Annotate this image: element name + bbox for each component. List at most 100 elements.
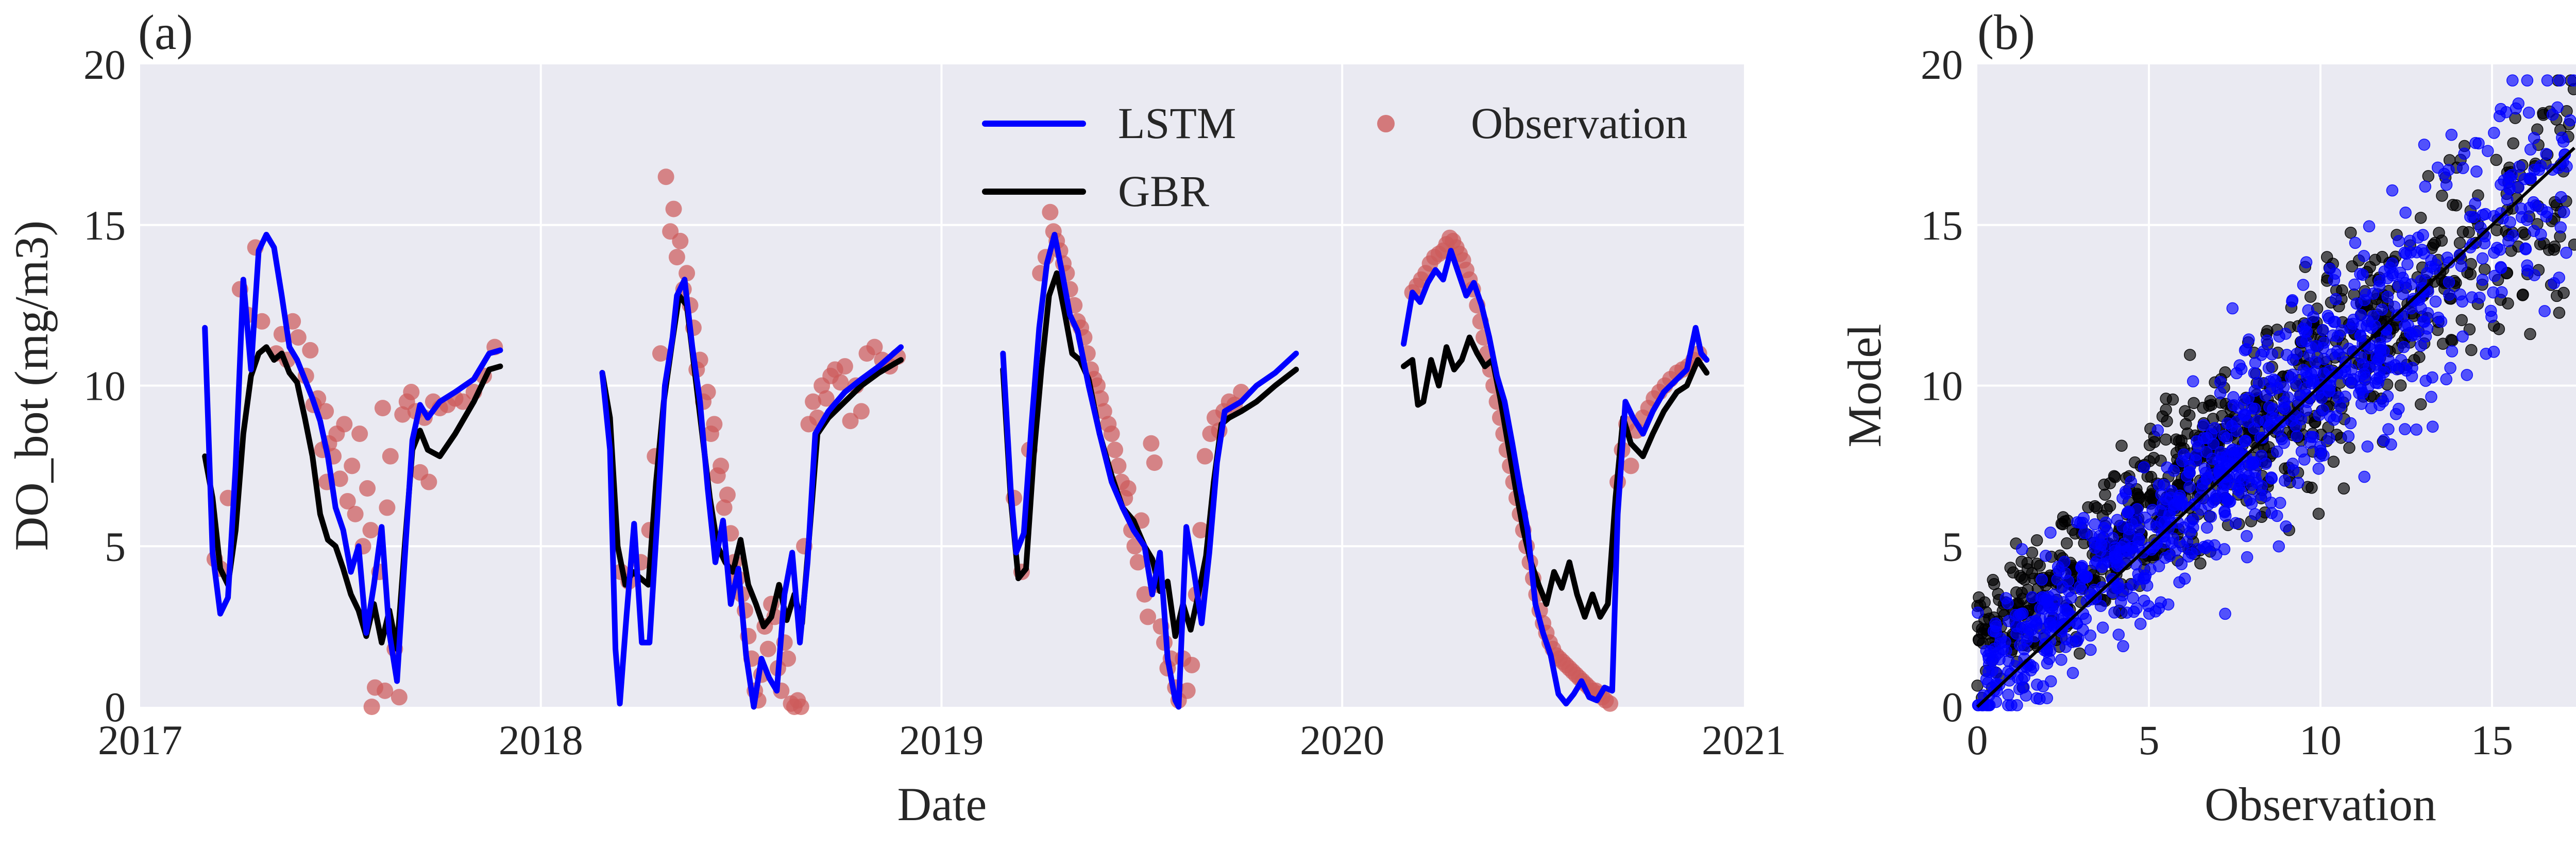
gbr-scatter-point: [2395, 380, 2406, 391]
lstm-scatter-point: [2239, 435, 2250, 447]
lstm-scatter-point: [2296, 336, 2308, 347]
gbr-scatter-point: [2082, 502, 2094, 513]
gbr-scatter-point: [2454, 237, 2466, 249]
lstm-scatter-point: [2378, 367, 2389, 378]
gbr-scatter-point: [2338, 483, 2349, 494]
lstm-scatter-point: [2492, 242, 2503, 253]
observation-point: [290, 329, 307, 346]
observation-point: [344, 457, 360, 474]
observation-point: [420, 474, 437, 490]
gbr-scatter-point: [2099, 489, 2111, 500]
lstm-scatter-point: [2340, 391, 2351, 402]
lstm-scatter-point: [2441, 179, 2452, 191]
observation-point: [1146, 454, 1163, 471]
lstm-scatter-point: [2177, 540, 2189, 552]
lstm-scatter-point: [2249, 508, 2261, 520]
lstm-scatter-point: [2406, 362, 2418, 373]
lstm-scatter-point: [2355, 352, 2367, 363]
lstm-scatter-point: [2313, 463, 2324, 474]
lstm-scatter-point: [2276, 433, 2287, 445]
lstm-scatter-point: [2037, 591, 2048, 603]
gbr-scatter-point: [2105, 500, 2116, 512]
lstm-scatter-point: [2535, 229, 2547, 240]
lstm-scatter-point: [2287, 465, 2299, 476]
lstm-scatter-point: [2164, 550, 2175, 562]
gbr-scatter-point: [2415, 212, 2427, 224]
lstm-scatter-point: [2418, 139, 2430, 150]
lstm-scatter-point: [2495, 179, 2506, 190]
observation-point: [1107, 442, 1123, 458]
lstm-scatter-point: [2525, 144, 2536, 155]
lstm-scatter-point: [2131, 603, 2142, 614]
observation-point: [719, 486, 736, 503]
lstm-scatter-point: [2249, 367, 2260, 379]
lstm-scatter-point: [2298, 279, 2309, 291]
observation-point: [302, 342, 318, 359]
lstm-scatter-point: [2215, 377, 2226, 388]
observation-point: [1104, 426, 1120, 442]
lstm-scatter-point: [2291, 431, 2302, 442]
gbr-scatter-point: [2160, 434, 2172, 445]
lstm-scatter-point: [2471, 166, 2482, 177]
lstm-scatter-point: [2565, 115, 2576, 126]
lstm-scatter-point: [2458, 162, 2469, 174]
lstm-scatter-point: [2552, 102, 2563, 113]
lstm-scatter-point: [2143, 600, 2154, 612]
lstm-scatter-point: [2370, 377, 2381, 388]
lstm-scatter-point: [2360, 288, 2371, 300]
lstm-scatter-point: [2122, 507, 2133, 518]
lstm-scatter-point: [2115, 596, 2127, 607]
x-tick-label: 5: [2139, 717, 2160, 763]
lstm-scatter-point: [2459, 148, 2470, 159]
gbr-scatter-point: [2005, 562, 2016, 573]
gbr-scatter-point: [2548, 244, 2560, 256]
lstm-scatter-point: [2067, 667, 2078, 678]
x-tick-label: 2021: [1702, 717, 1786, 763]
gbr-scatter-point: [2429, 237, 2441, 248]
lstm-scatter-point: [2239, 394, 2250, 405]
observation-point: [382, 448, 399, 465]
lstm-scatter-point: [2010, 609, 2022, 621]
observation-point: [1140, 608, 1156, 625]
lstm-scatter-point: [2217, 484, 2228, 496]
lstm-scatter-point: [2433, 312, 2444, 324]
lstm-scatter-point: [2286, 295, 2298, 306]
observation-point: [1623, 457, 1639, 474]
lstm-scatter-point: [2479, 237, 2490, 249]
lstm-scatter-point: [2117, 640, 2129, 652]
lstm-scatter-point: [2003, 689, 2014, 701]
lstm-scatter-point: [2521, 214, 2533, 226]
y-tick-label: 0: [105, 684, 126, 731]
lstm-scatter-point: [2258, 346, 2269, 357]
lstm-scatter-point: [2318, 450, 2329, 461]
y-tick-label: 20: [1921, 41, 1963, 88]
observation-point: [1197, 448, 1213, 465]
lstm-scatter-point: [2520, 244, 2531, 255]
lstm-scatter-point: [2256, 450, 2267, 462]
gbr-scatter-point: [2422, 171, 2434, 182]
lstm-scatter-point: [2202, 499, 2214, 510]
lstm-scatter-point: [2301, 257, 2312, 268]
observation-point: [713, 457, 729, 474]
lstm-scatter-point: [2240, 409, 2251, 420]
lstm-scatter-point: [2400, 248, 2412, 259]
gbr-scatter-point: [2026, 568, 2038, 579]
lstm-scatter-point: [2191, 436, 2202, 447]
lstm-scatter-point: [2303, 350, 2315, 361]
observation-point: [1120, 480, 1137, 497]
lstm-scatter-point: [2011, 628, 2022, 639]
lstm-scatter-point: [2415, 275, 2427, 286]
lstm-scatter-point: [2242, 552, 2253, 563]
lstm-scatter-point: [2455, 260, 2467, 271]
lstm-scatter-point: [2152, 424, 2163, 436]
lstm-scatter-point: [2041, 622, 2053, 634]
gbr-scatter-point: [2328, 456, 2339, 467]
lstm-scatter-point: [2477, 274, 2488, 285]
observation-point: [760, 641, 776, 657]
lstm-scatter-point: [2205, 511, 2216, 522]
lstm-scatter-point: [2036, 574, 2047, 585]
lstm-scatter-point: [2306, 368, 2317, 379]
lstm-scatter-point: [2528, 197, 2539, 208]
